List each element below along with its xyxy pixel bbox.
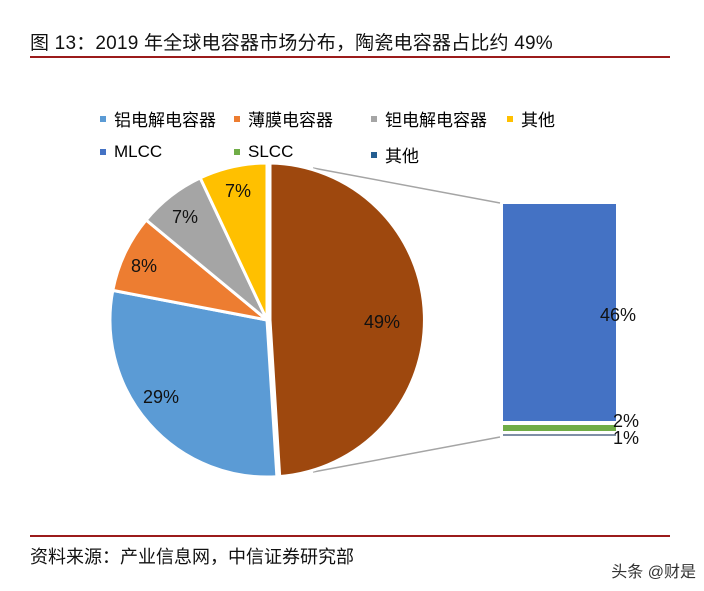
legend-label: MLCC: [114, 142, 163, 161]
legend-item-aluminum: 铝电解电容器: [100, 106, 216, 131]
legend-swatch-icon: [507, 115, 513, 122]
legend-label: 薄膜电容器: [248, 111, 333, 130]
bar-segment-mlcc: [503, 204, 616, 421]
source-divider: [30, 535, 670, 537]
bar-label-slcc: 2%: [613, 411, 639, 431]
pie-label-other: 7%: [225, 181, 251, 201]
legend-item-tantalum: 钽电解电容器: [371, 106, 487, 131]
legend-swatch-icon: [371, 151, 377, 158]
legend-label: 铝电解电容器: [114, 111, 216, 130]
bar-label-other: 1%: [613, 428, 639, 448]
legend-swatch-icon: [371, 115, 377, 122]
pie-slice-aluminum: [108, 288, 279, 479]
pie-slice-other: [198, 161, 269, 322]
watermark: 头条 @财是: [611, 564, 696, 581]
legend-item-mlcc: MLCC: [100, 142, 162, 162]
legend-label: 其他: [385, 147, 419, 166]
figure-title: 图 13：2019 年全球电容器市场分布，陶瓷电容器占比约 49%: [30, 33, 553, 54]
legend-swatch-icon: [100, 115, 106, 122]
connector-line-bottom: [312, 436, 501, 473]
title-divider: [30, 56, 670, 58]
legend-label: SLCC: [248, 142, 294, 161]
legend-swatch-icon: [234, 115, 240, 122]
bar-segment-slcc: [503, 425, 616, 431]
pie-label-film: 8%: [131, 256, 157, 276]
pie-label-ceramic: 49%: [364, 312, 400, 332]
legend-label: 其他: [521, 111, 555, 130]
source-note: 资料来源：产业信息网，中信证券研究部: [30, 547, 354, 567]
pie-label-tantalum: 7%: [172, 207, 198, 227]
legend-swatch-icon: [100, 149, 106, 155]
bar-segment-other: [503, 434, 616, 436]
pie-label-aluminum: 29%: [143, 387, 179, 407]
legend-item-other: 其他: [507, 106, 555, 131]
pie-slice-ceramic: [268, 161, 426, 478]
legend-label: 钽电解电容器: [385, 111, 487, 130]
legend-item-slcc: SLCC: [234, 142, 293, 162]
legend-swatch-icon: [234, 149, 240, 155]
legend-item-film: 薄膜电容器: [234, 106, 333, 131]
bar-label-mlcc: 46%: [600, 305, 636, 325]
connector-line-top: [312, 167, 501, 204]
legend-item-ceramic-other: 其他: [371, 142, 419, 167]
